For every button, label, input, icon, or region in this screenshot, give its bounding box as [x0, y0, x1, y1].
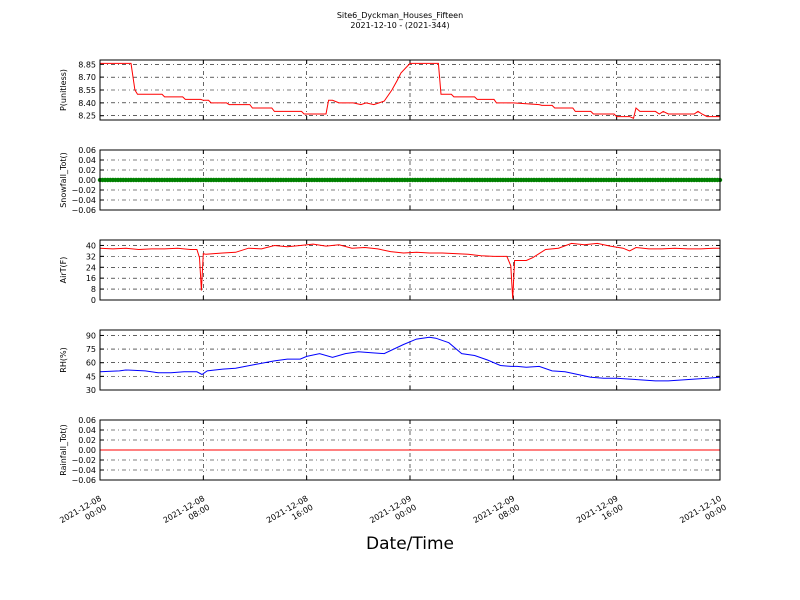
y-tick-label: −0.04	[71, 196, 96, 205]
y-tick-label: −0.06	[71, 206, 96, 215]
y-tick-label: 8	[91, 285, 96, 294]
series-line-1	[99, 336, 721, 382]
x-tick-label: 2021-12-0900:00	[368, 494, 418, 534]
y-tick-label: 60	[86, 359, 96, 368]
y-tick-label: 30	[86, 386, 96, 395]
y-tick-label: 32	[86, 252, 96, 261]
y-tick-label: 8.55	[78, 86, 96, 95]
plot-frame	[99, 59, 721, 121]
x-tick-label: 2021-12-1000:00	[678, 494, 728, 534]
y-tick-label: 16	[86, 274, 96, 283]
y-tick-label: 24	[86, 263, 96, 272]
y-axis-label: AirT(F)	[59, 257, 68, 284]
x-tick-label: 2021-12-0908:00	[472, 494, 522, 534]
y-tick-label: 0.04	[78, 426, 96, 435]
plot-frame	[99, 149, 721, 211]
y-tick-label: −0.02	[71, 186, 96, 195]
y-tick-label: 8.40	[78, 99, 96, 108]
plot-frame	[99, 239, 721, 301]
y-tick-label: 45	[86, 372, 96, 381]
y-tick-label: 0.06	[78, 146, 96, 155]
y-tick-label: 0.00	[78, 176, 96, 185]
plot-frame	[99, 329, 721, 391]
chart-subtitle: 2021-12-10 - (2021-344)	[350, 21, 450, 30]
series-line-1	[99, 242, 720, 299]
y-tick-label: 8.70	[78, 73, 96, 82]
y-tick-label: −0.04	[71, 466, 96, 475]
y-tick-label: 0.06	[78, 416, 96, 425]
plot-frame	[99, 419, 721, 481]
panel-2: −0.06−0.04−0.020.000.020.040.06 Snowfall_…	[59, 146, 723, 215]
y-tick-label: 0.00	[78, 446, 96, 455]
x-tick-label: 2021-12-0800:00	[58, 494, 108, 534]
x-axis-title: Date/Time	[366, 534, 454, 554]
panel-5: −0.06−0.04−0.020.000.020.040.06 Rainfall_…	[59, 416, 721, 485]
y-tick-label: 40	[86, 241, 96, 250]
y-tick-label: 8.85	[78, 60, 96, 69]
y-axis-label: Rainfall_Tot()	[59, 424, 68, 476]
y-tick-label: −0.06	[71, 476, 96, 485]
x-tick-label: 2021-12-0816:00	[265, 494, 315, 534]
y-tick-label: 0.04	[78, 156, 96, 165]
panel-1: 8.25 8.40 8.55 8.70 8.85 P(unitless)	[59, 59, 721, 121]
y-tick-label: −0.02	[71, 456, 96, 465]
y-tick-label: 75	[86, 345, 96, 354]
x-tick-label: 2021-12-0808:00	[162, 494, 212, 534]
y-tick-label: 0.02	[78, 436, 96, 445]
y-tick-label: 0	[91, 296, 96, 305]
series-line-1	[100, 62, 720, 119]
panel-3: 0 8 16 24 32 40 AirT(F)	[59, 239, 721, 305]
chart-title: Site6_Dyckman_Houses_Fifteen	[336, 11, 464, 20]
y-axis-label: P(unitless)	[59, 69, 68, 111]
y-axis-label: Snowfall_Tot()	[59, 152, 68, 208]
y-tick-label: 8.25	[78, 112, 96, 121]
panel-4: 30 45 60 75 90 RH(%)	[59, 329, 721, 395]
x-tick-label: 2021-12-0916:00	[575, 494, 625, 534]
y-tick-label: 90	[86, 331, 96, 340]
y-tick-label: 0.02	[78, 166, 96, 175]
y-axis-label: RH(%)	[59, 347, 68, 372]
